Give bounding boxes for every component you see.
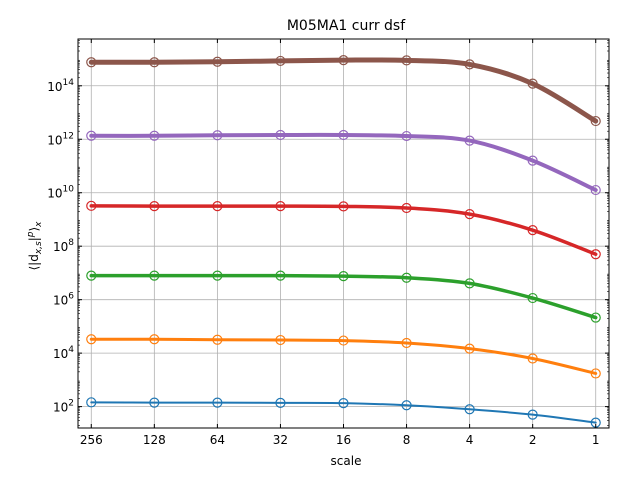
data-point — [590, 249, 601, 260]
data-point — [86, 397, 97, 408]
x-tick-label: 2 — [529, 433, 537, 447]
y-tick-label: 1010 — [47, 185, 74, 201]
y-axis-label-main: ⟨|d — [27, 254, 41, 270]
data-point — [338, 335, 349, 346]
series-4 — [86, 200, 601, 260]
y-axis-label-sub: x,s — [34, 241, 44, 255]
data-point — [464, 278, 475, 289]
data-point — [464, 404, 475, 415]
y-tick-label: 104 — [53, 345, 74, 361]
data-point — [401, 55, 412, 66]
y-tick-label: 1014 — [47, 78, 74, 94]
data-point — [338, 271, 349, 282]
data-point — [338, 55, 349, 66]
series-layer — [86, 55, 601, 428]
y-axis-label-bar: | — [27, 237, 41, 241]
y-tick-label: 1012 — [47, 131, 74, 147]
y-tick-label: 108 — [53, 238, 74, 254]
data-point — [590, 115, 601, 127]
data-point — [149, 130, 160, 141]
data-point — [86, 270, 97, 281]
data-point — [275, 397, 286, 408]
data-point — [401, 130, 412, 142]
y-axis-label-sup: p — [26, 231, 36, 238]
data-point — [149, 200, 160, 212]
x-tick-label: 4 — [466, 433, 474, 447]
y-axis-ticks: 102 104 106 108 1010 1012 1014 — [47, 40, 609, 426]
data-point — [527, 155, 538, 166]
data-point — [527, 292, 538, 304]
x-tick-label: 256 — [80, 433, 103, 447]
data-point — [149, 334, 160, 345]
data-point — [212, 200, 223, 212]
x-tick-label: 32 — [273, 433, 288, 447]
x-tick-label: 8 — [403, 433, 411, 447]
chart-title: M05MA1 curr dsf — [287, 18, 406, 34]
data-point — [275, 200, 286, 212]
data-point — [275, 334, 286, 346]
data-point — [212, 334, 223, 345]
x-tick-label: 64 — [210, 433, 225, 447]
y-axis-label-end-sub: x — [34, 221, 44, 228]
data-point — [149, 270, 160, 281]
data-point — [527, 225, 538, 236]
x-axis-label: scale — [331, 454, 362, 468]
series-line — [90, 401, 597, 424]
data-point — [527, 78, 538, 89]
data-point — [401, 272, 412, 283]
series-line — [89, 337, 598, 375]
y-tick-label: 106 — [53, 292, 74, 308]
data-point — [338, 398, 349, 409]
data-point — [149, 57, 160, 68]
y-axis-label-end: ⟩ — [27, 227, 41, 232]
series-line — [89, 273, 598, 320]
data-point — [464, 209, 475, 220]
series-3 — [86, 270, 601, 323]
data-point — [86, 130, 97, 141]
series-5 — [86, 129, 601, 196]
data-point — [86, 200, 97, 211]
data-point — [275, 129, 286, 141]
data-point — [338, 201, 349, 212]
series-line — [88, 57, 599, 124]
data-point — [401, 337, 412, 349]
data-point — [86, 57, 97, 68]
data-point — [590, 368, 601, 379]
data-point — [86, 334, 97, 345]
data-point — [212, 397, 223, 408]
x-tick-label: 128 — [143, 433, 166, 447]
x-axis-ticks: 256 128 64 32 16 8 4 2 1 — [80, 39, 600, 447]
y-axis-label: ⟨|dx,s|p⟩x — [26, 221, 44, 271]
data-point — [464, 59, 475, 70]
data-point — [401, 400, 412, 411]
data-point — [464, 135, 475, 146]
data-point — [212, 56, 223, 67]
grid — [78, 39, 609, 428]
data-point — [527, 353, 538, 364]
series-line — [89, 204, 598, 256]
data-point — [212, 270, 223, 281]
data-point — [149, 397, 160, 408]
series-line — [89, 132, 598, 193]
series-6 — [86, 55, 601, 127]
x-tick-label: 1 — [592, 433, 600, 447]
series-2 — [86, 334, 601, 379]
data-point — [464, 343, 475, 354]
y-tick-label: 102 — [53, 399, 74, 415]
data-point — [275, 270, 286, 281]
data-point — [275, 55, 286, 67]
data-point — [338, 129, 349, 141]
data-point — [590, 312, 601, 323]
data-point — [401, 202, 412, 214]
x-tick-label: 16 — [336, 433, 351, 447]
data-point — [212, 130, 223, 141]
data-point — [590, 184, 601, 196]
data-point — [527, 409, 538, 420]
